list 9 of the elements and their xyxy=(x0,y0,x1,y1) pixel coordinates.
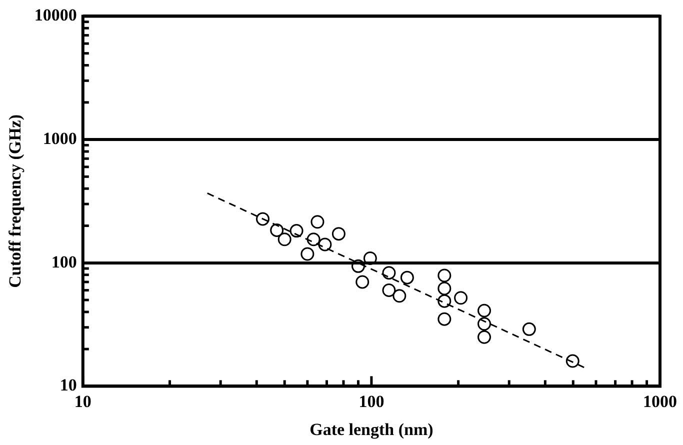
y-tick-label: 1000 xyxy=(42,128,77,148)
y-axis-title: Cutoff frequency (GHz) xyxy=(6,114,25,288)
y-tick-label: 100 xyxy=(51,252,77,272)
x-tick-label: 1000 xyxy=(643,392,677,411)
x-tick-label: 10 xyxy=(74,392,92,411)
y-tick-label: 10 xyxy=(60,376,77,395)
x-axis-title: Gate length (nm) xyxy=(310,420,434,440)
x-tick-label: 100 xyxy=(358,392,384,411)
y-tick-label: 10000 xyxy=(34,6,77,25)
